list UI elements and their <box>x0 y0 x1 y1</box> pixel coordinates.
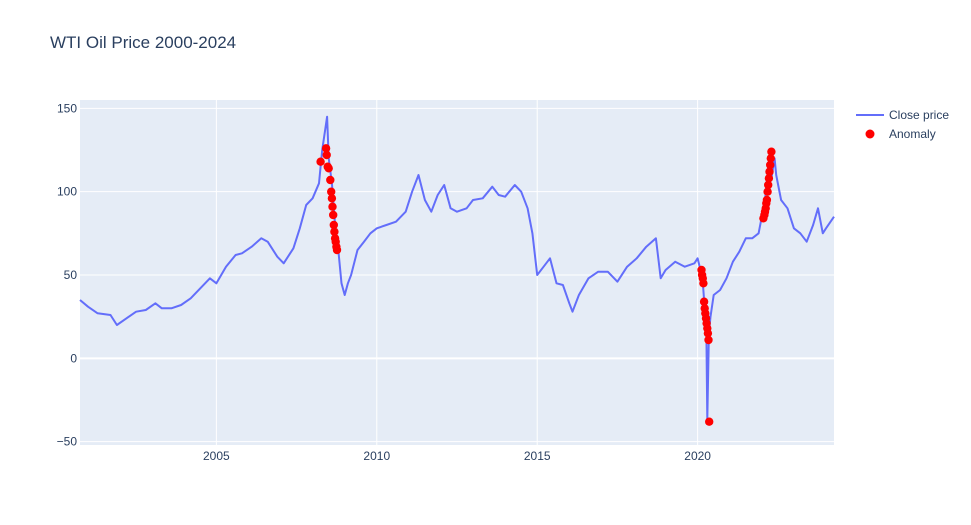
anomaly-point[interactable] <box>328 202 337 211</box>
legend-label-anomaly: Anomaly <box>889 127 936 141</box>
anomaly-point[interactable] <box>764 174 774 183</box>
anomaly-point[interactable] <box>324 164 333 173</box>
anomaly-point[interactable] <box>767 147 776 156</box>
y-tick-label: 100 <box>57 185 77 199</box>
anomaly-point[interactable] <box>321 144 331 153</box>
grid-lines <box>80 100 834 445</box>
close-price-line[interactable] <box>79 115 835 421</box>
legend-label-close-price: Close price <box>889 108 949 122</box>
plot-background <box>80 100 834 445</box>
anomaly-point[interactable] <box>765 167 774 176</box>
anomaly-point[interactable] <box>705 417 714 426</box>
tick-labels: 2005 2010 2015 2020 −50 0 50 100 150 <box>57 101 712 463</box>
anomaly-point[interactable] <box>327 194 337 203</box>
anomaly-point[interactable] <box>316 157 325 166</box>
anomaly-point[interactable] <box>330 227 339 236</box>
x-tick-label: 2010 <box>363 449 390 463</box>
anomaly-point[interactable] <box>766 160 775 170</box>
x-tick-label: 2020 <box>684 449 711 463</box>
anomaly-point[interactable] <box>764 180 773 190</box>
y-tick-label: 50 <box>64 268 78 282</box>
x-tick-label: 2005 <box>203 449 230 463</box>
close-price-series[interactable] <box>79 115 835 421</box>
legend-item-close-price[interactable]: Close price <box>856 108 949 122</box>
y-tick-label: 150 <box>57 101 77 115</box>
chart-title: WTI Oil Price 2000-2024 <box>50 33 237 52</box>
y-tick-label: 0 <box>70 351 77 365</box>
anomaly-point[interactable] <box>332 245 342 255</box>
legend[interactable]: Close price Anomaly <box>856 108 949 141</box>
x-tick-label: 2015 <box>524 449 551 463</box>
y-tick-label: −50 <box>57 435 78 449</box>
anomaly-point[interactable] <box>766 154 775 163</box>
anomaly-point[interactable] <box>329 220 338 230</box>
anomaly-point[interactable] <box>326 175 335 185</box>
anomaly-point[interactable] <box>704 335 713 345</box>
anomaly-series[interactable] <box>316 144 776 426</box>
legend-marker-swatch <box>865 129 875 139</box>
legend-item-anomaly[interactable]: Anomaly <box>865 127 936 141</box>
anomaly-point[interactable] <box>322 150 331 160</box>
anomaly-point[interactable] <box>703 329 713 338</box>
anomaly-point[interactable] <box>762 195 772 205</box>
anomaly-point[interactable] <box>699 297 709 306</box>
anomaly-point[interactable] <box>327 187 336 196</box>
anomaly-point[interactable] <box>329 210 338 220</box>
anomaly-point[interactable] <box>699 279 708 288</box>
anomaly-point[interactable] <box>763 187 772 196</box>
